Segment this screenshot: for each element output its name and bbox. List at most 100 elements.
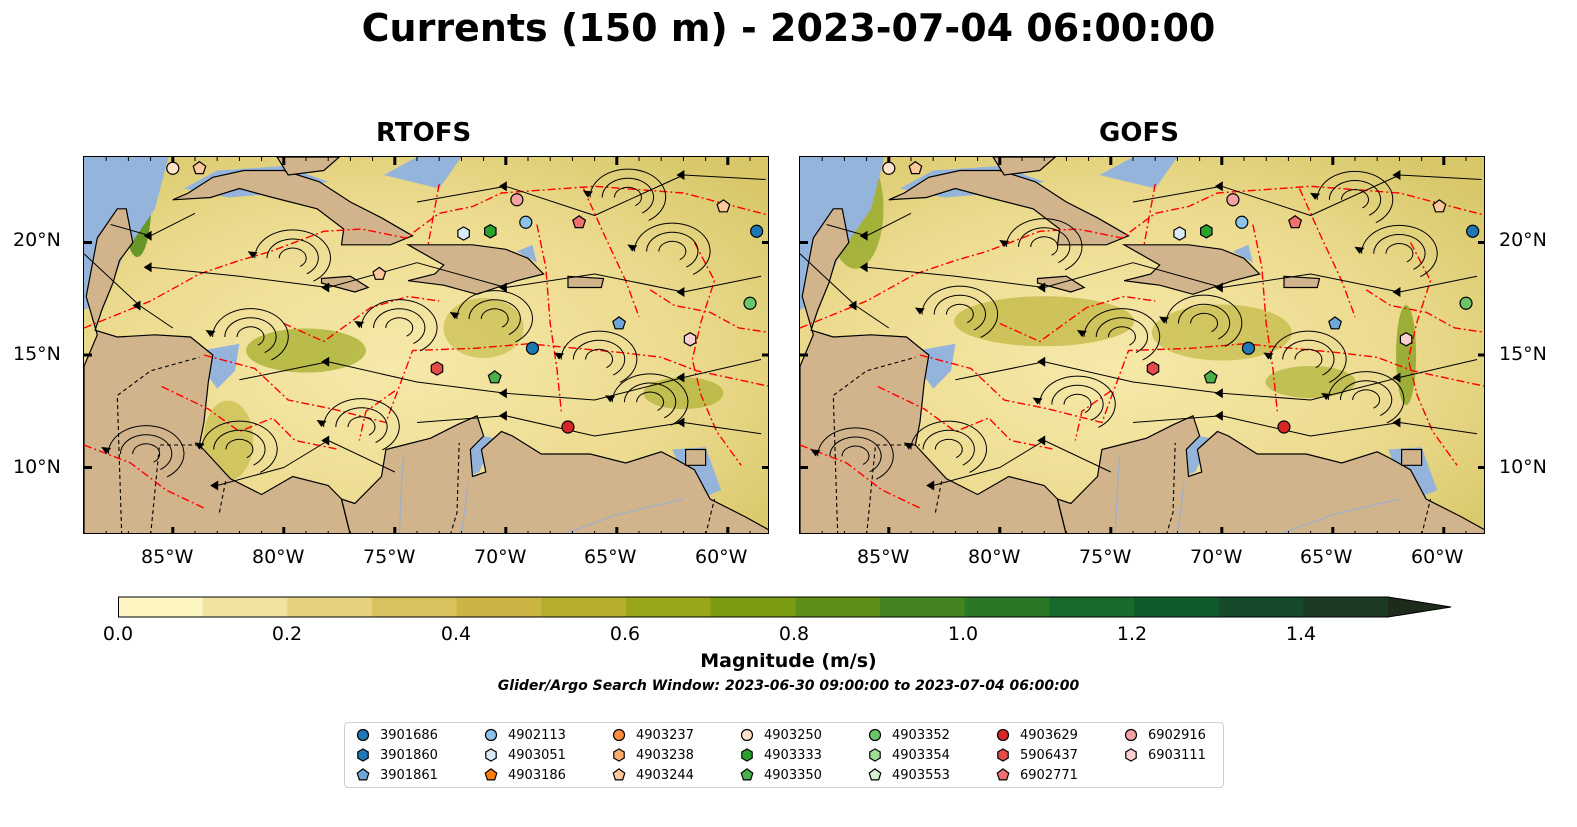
legend-marker[interactable] (356, 768, 370, 781)
colorbar-segment (880, 597, 966, 617)
legend-marker-hexagon-icon (869, 748, 881, 762)
legend-marker[interactable] (485, 748, 497, 762)
legend-marker[interactable] (869, 748, 881, 762)
flow-arrow (498, 181, 507, 192)
streamline-eddy (1270, 330, 1347, 383)
map-canvas[interactable] (800, 157, 1485, 534)
lon-label-75w-gofs: 75°W (1079, 546, 1132, 568)
legend-item: 4903186 (483, 766, 566, 784)
legend-label: 4903244 (636, 767, 694, 783)
lon-label-60w-rtofs: 60°W (695, 546, 748, 568)
legend-marker[interactable] (613, 748, 625, 762)
streamline-eddy (456, 290, 533, 343)
float-marker-6902916[interactable] (510, 193, 524, 207)
streamline-eddy (360, 299, 438, 352)
legend-label: 6902916 (1148, 727, 1206, 743)
legend-label: 4903238 (636, 747, 694, 763)
current-speed-patch (1265, 366, 1356, 398)
float-marker-4903350[interactable] (487, 370, 502, 384)
float-marker-3901686[interactable] (750, 224, 764, 238)
streamline-eddy (922, 429, 975, 466)
float-marker-6903111[interactable] (683, 332, 697, 347)
float-marker-4903352[interactable] (743, 296, 757, 310)
float-marker-4903629[interactable] (1277, 420, 1291, 434)
streamline-eddy (589, 168, 667, 221)
legend-item: 4903629 (995, 726, 1078, 744)
legend-marker[interactable] (356, 728, 370, 742)
float-marker-6903111[interactable] (1399, 332, 1413, 347)
float-marker-6902771[interactable] (572, 214, 587, 229)
float-marker-5906437[interactable] (1146, 361, 1160, 376)
float-marker-4903244[interactable] (908, 160, 923, 175)
legend-marker-circle-icon (356, 728, 370, 742)
legend-marker[interactable] (357, 748, 369, 762)
legend-marker[interactable] (868, 728, 882, 742)
float-marker-3901686[interactable] (1241, 341, 1256, 355)
map-canvas[interactable] (84, 157, 769, 534)
flow-arrow (498, 388, 507, 399)
streamline-eddy (107, 425, 185, 478)
float-marker-4903250[interactable] (166, 161, 180, 175)
legend-marker[interactable] (612, 768, 626, 781)
legend-marker[interactable] (868, 768, 882, 781)
flow-arrow (321, 282, 330, 293)
float-marker-6902771[interactable] (1288, 214, 1303, 229)
legend-marker[interactable] (996, 768, 1010, 781)
float-marker-4903350[interactable] (1203, 370, 1218, 384)
colorbar-segment (626, 597, 712, 617)
flow-arrow (101, 447, 112, 454)
flow-arrow (1214, 282, 1223, 293)
eez-boundary (877, 385, 1056, 451)
streamline-eddy (132, 443, 161, 463)
float-marker-4903352[interactable] (1459, 296, 1473, 310)
streamline-eddy (601, 177, 655, 214)
colorbar-tick-0-0: 0.0 (102, 623, 134, 645)
float-marker-4903250[interactable] (882, 161, 896, 175)
legend-marker[interactable] (484, 768, 498, 781)
float-marker-6902916[interactable] (1226, 193, 1240, 207)
float-marker-3901861[interactable] (612, 316, 627, 330)
legend-marker[interactable] (996, 728, 1010, 742)
legend-item: 4903354 (867, 746, 950, 764)
legend-marker[interactable] (484, 728, 498, 742)
float-marker-4903244[interactable] (1432, 199, 1447, 213)
float-marker-3901686[interactable] (1466, 224, 1480, 238)
streamline-eddy (1385, 243, 1414, 263)
eez-boundary (691, 242, 742, 466)
float-marker-4902113[interactable] (519, 215, 533, 229)
map-panel-rtofs[interactable] (83, 156, 769, 534)
float-marker-4903244[interactable] (192, 160, 207, 175)
flow-arrow (676, 170, 685, 180)
legend-marker-circle-icon (996, 728, 1010, 742)
legend-marker-circle-icon (868, 728, 882, 742)
float-marker-4902113[interactable] (1235, 215, 1249, 229)
float-marker-3901861[interactable] (1328, 316, 1343, 330)
legend-marker[interactable] (1125, 748, 1137, 762)
legend-marker[interactable] (740, 768, 754, 781)
flow-arrow (1214, 181, 1223, 192)
flow-arrow (676, 287, 685, 297)
legend-marker[interactable] (997, 748, 1009, 762)
float-marker-4903051[interactable] (457, 226, 470, 241)
float-marker-4903333[interactable] (1200, 224, 1213, 239)
float-marker-5906437[interactable] (430, 361, 444, 376)
legend-marker[interactable] (612, 728, 626, 742)
legend-marker[interactable] (740, 728, 754, 742)
float-marker-4903244[interactable] (716, 199, 731, 213)
map-panel-gofs[interactable] (799, 156, 1485, 534)
legend-marker[interactable] (1124, 728, 1138, 742)
float-marker-4903629[interactable] (561, 420, 575, 434)
legend-item: 3901861 (355, 766, 438, 784)
river (398, 453, 405, 533)
legend-marker[interactable] (741, 748, 753, 762)
eez-boundary (427, 183, 440, 245)
flow-arrow (1392, 372, 1401, 383)
float-marker-3901686[interactable] (525, 341, 540, 355)
float-marker-4903244[interactable] (372, 266, 387, 280)
lat-label-15n-right: 15°N (1499, 343, 1547, 365)
colorbar-segment (1218, 597, 1304, 617)
panel-title-rtofs: RTOFS (376, 118, 472, 148)
streamline-eddy (254, 229, 331, 282)
float-marker-4903333[interactable] (484, 224, 497, 239)
float-marker-4903051[interactable] (1173, 226, 1186, 241)
